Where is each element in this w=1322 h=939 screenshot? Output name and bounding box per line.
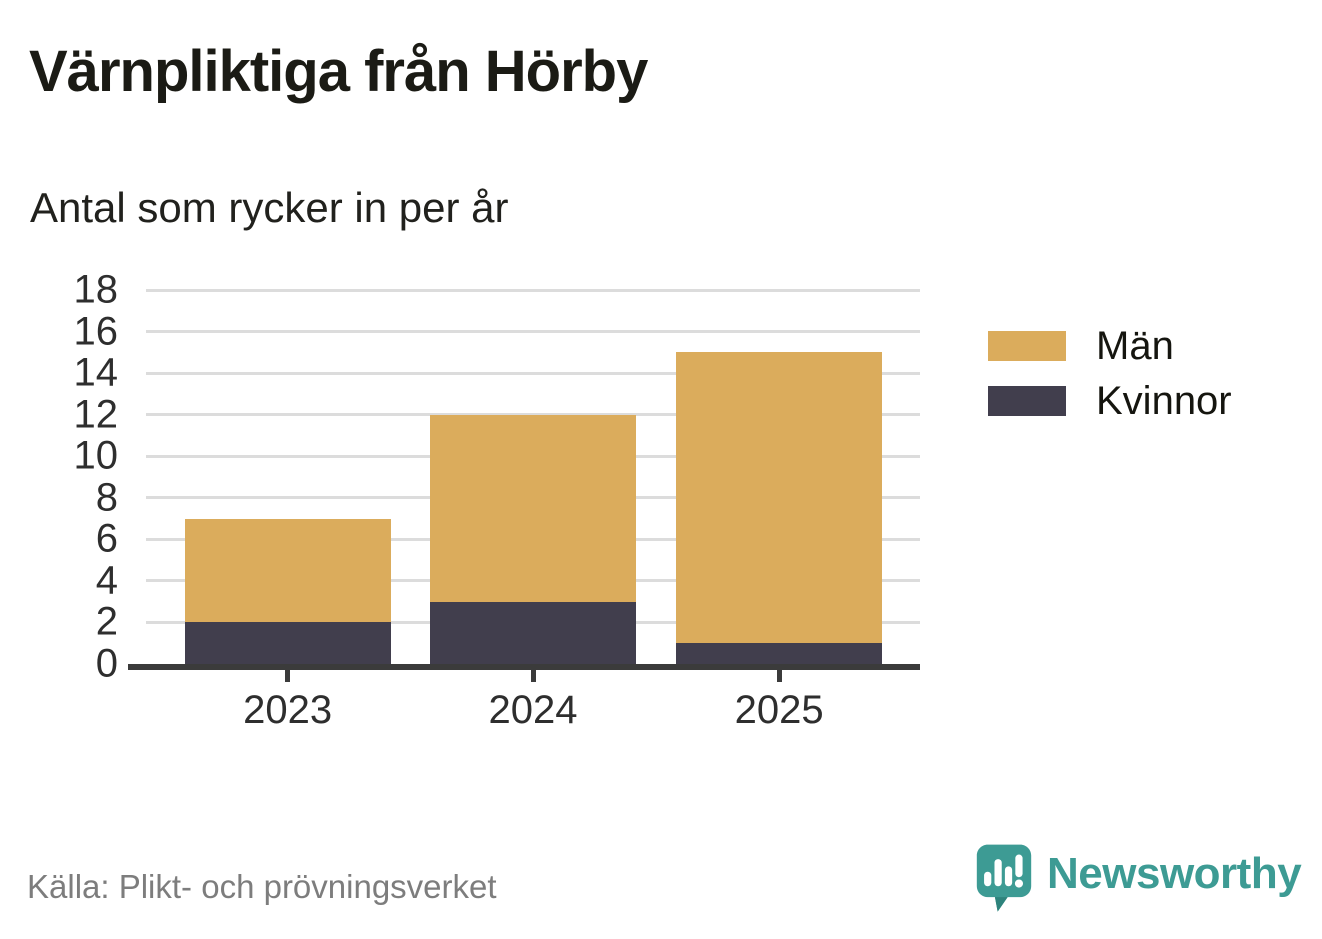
gridline-y16 (146, 330, 920, 334)
legend-item-kvinnor: Kvinnor (988, 378, 1232, 424)
newsworthy-wordmark: Newsworthy (1047, 849, 1302, 898)
x-axis-tick-2023 (285, 670, 291, 682)
legend-label: Kvinnor (1096, 378, 1232, 423)
bar-segment-2025-kvinnor (676, 643, 883, 664)
plot-area (146, 288, 920, 664)
chart-legend: Män Kvinnor (988, 323, 1232, 433)
legend-label: Män (1096, 323, 1174, 368)
y-axis-tick-label: 18 (73, 267, 119, 312)
bar-segment-2025-män (676, 352, 883, 644)
x-axis-line (128, 664, 920, 670)
legend-swatch (988, 386, 1066, 416)
y-axis-tick-label: 8 (95, 475, 118, 520)
chart-subtitle: Antal som rycker in per år (30, 184, 509, 231)
y-axis-tick-label: 14 (73, 350, 119, 395)
y-axis-tick-label: 4 (95, 558, 118, 603)
y-axis-tick-label: 10 (73, 433, 119, 478)
bar-segment-2023-män (184, 518, 391, 623)
legend-item-män: Män (988, 323, 1232, 369)
bar-segment-2023-kvinnor (184, 622, 391, 664)
gridline-y18 (146, 288, 920, 292)
y-axis-tick-label: 16 (73, 309, 119, 354)
x-axis-tick-2025 (776, 670, 782, 682)
newsworthy-speech-bubble-bar-chart-icon (976, 844, 1032, 912)
newsworthy-brand: Newsworthy (975, 841, 1302, 917)
chart-title: Värnpliktiga från Hörby (29, 39, 648, 104)
x-axis-tick-label: 2023 (243, 688, 333, 732)
y-axis-tick-label: 2 (95, 599, 118, 644)
y-axis-tick-label: 0 (95, 641, 118, 686)
y-axis-tick-label: 12 (73, 392, 119, 437)
bar-segment-2024-män (430, 414, 636, 602)
y-axis-labels: 0 2 4 6 8 10 12 14 16 18 (0, 268, 119, 686)
x-axis-tick-label: 2024 (488, 688, 578, 732)
bar-segment-2024-kvinnor (430, 601, 636, 664)
x-axis-tick-2024 (530, 670, 536, 682)
source-note: Källa: Plikt- och prövningsverket (27, 868, 497, 905)
legend-swatch (988, 331, 1066, 361)
x-axis-tick-label: 2025 (734, 688, 824, 732)
y-axis-tick-label: 6 (95, 516, 118, 561)
gridline-y14 (146, 371, 920, 375)
